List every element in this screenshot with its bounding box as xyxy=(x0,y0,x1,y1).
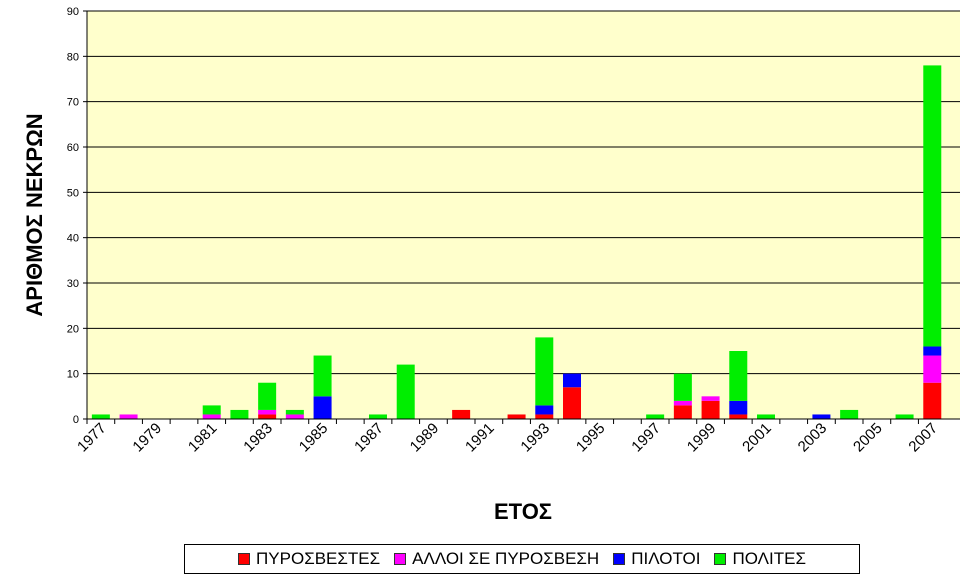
x-tick-label: 2003 xyxy=(795,420,831,456)
bar-segment xyxy=(535,337,554,406)
bar-segment xyxy=(563,387,581,419)
gridlines xyxy=(87,10,960,375)
legend-swatch xyxy=(613,553,626,565)
legend-swatch xyxy=(238,553,251,565)
y-tick-label: 60 xyxy=(67,142,79,154)
legend-swatch xyxy=(394,553,407,565)
y-tick-label: 40 xyxy=(67,233,79,245)
x-tick-label: 1999 xyxy=(684,420,720,456)
bar-segment xyxy=(535,414,554,419)
bar-segment xyxy=(701,400,720,419)
bar-segment xyxy=(840,409,859,419)
y-tick-label: 90 xyxy=(67,6,79,18)
legend-label: ΠΥΡΟΣΒΕΣΤΕΣ xyxy=(256,549,381,568)
x-tick-label: 1985 xyxy=(296,420,332,456)
legend-label: ΑΛΛΟΙ ΣΕ ΠΥΡΟΣΒΕΣΗ xyxy=(412,549,600,568)
bar-segment xyxy=(258,414,277,419)
bar-segment xyxy=(646,414,665,419)
legend-swatch xyxy=(714,553,727,565)
bar-segment xyxy=(91,414,110,419)
bar-segment xyxy=(701,396,720,401)
x-tick-label: 1993 xyxy=(517,420,553,456)
bar-segment xyxy=(230,409,249,419)
x-ticks: 1977 1979 1981 1983 1985 1987 1989 1991 1993 1995… xyxy=(74,419,941,455)
legend-item: ΠΙΛΟΤΟΙ xyxy=(613,549,700,569)
bar-segment xyxy=(313,355,332,397)
bar-segment xyxy=(202,405,221,415)
y-tick-label: 10 xyxy=(67,369,79,381)
bar-segment xyxy=(923,346,942,356)
x-tick-label: 2001 xyxy=(739,420,775,456)
bar-segment xyxy=(895,414,914,419)
x-tick-label: 1983 xyxy=(240,420,276,456)
bar-segment xyxy=(923,382,942,419)
x-tick-label: 1995 xyxy=(573,420,609,456)
bar-segment xyxy=(258,382,277,410)
y-axis-title: ΑΡΙΘΜΟΣ ΝΕΚΡΩΝ xyxy=(22,113,47,316)
y-tick-label: 20 xyxy=(67,323,79,335)
bar-segment xyxy=(923,65,942,347)
bar-segment xyxy=(507,414,526,419)
x-tick-label: 1981 xyxy=(185,420,221,456)
bar-segment xyxy=(285,409,304,415)
bars xyxy=(91,65,942,419)
x-tick-label: 2005 xyxy=(850,420,886,456)
bar-segment xyxy=(673,405,692,419)
bar-segment xyxy=(369,414,387,419)
legend-label: ΠΙΛΟΤΟΙ xyxy=(631,549,701,568)
y-tick-label: 0 xyxy=(73,414,79,426)
x-tick-label: 1987 xyxy=(351,420,387,456)
bar-segment xyxy=(729,351,748,401)
legend: ΠΥΡΟΣΒΕΣΤΕΣ ΑΛΛΟΙ ΣΕ ΠΥΡΟΣΒΕΣΗ ΠΙΛΟΤΟΙ ΠΟΛΙ… xyxy=(184,544,860,574)
plot-area xyxy=(87,11,960,419)
bar-segment xyxy=(673,400,692,406)
x-tick-label: 1997 xyxy=(628,420,664,456)
bar-segment xyxy=(812,414,831,419)
bar-segment xyxy=(673,373,692,401)
bar-segment xyxy=(729,414,748,419)
bar-segment xyxy=(258,409,277,415)
bar-segment xyxy=(452,409,471,419)
x-axis-title: ΕΤΟΣ xyxy=(494,499,552,524)
legend-item: ΠΟΛΙΤΕΣ xyxy=(714,549,806,569)
bar-segment xyxy=(313,396,332,419)
y-tick-label: 80 xyxy=(67,51,79,63)
bar-segment xyxy=(757,414,775,419)
bar-segment xyxy=(119,414,138,419)
x-tick-label: 1989 xyxy=(407,420,443,456)
y-tick-label: 50 xyxy=(67,187,79,199)
bar-segment xyxy=(923,355,942,383)
legend-label: ΠΟΛΙΤΕΣ xyxy=(732,549,806,568)
y-ticks: 0 10 20 30 40 50 60 70 80 90 xyxy=(67,6,87,426)
bar-segment xyxy=(202,414,221,419)
y-tick-label: 70 xyxy=(67,97,79,109)
bar-segment xyxy=(563,373,581,388)
bar-segment xyxy=(535,405,554,415)
bar-segment xyxy=(285,414,304,419)
y-tick-label: 30 xyxy=(67,278,79,290)
legend-item: ΠΥΡΟΣΒΕΣΤΕΣ xyxy=(238,549,380,569)
x-tick-label: 1991 xyxy=(462,420,498,456)
x-tick-label: 1977 xyxy=(74,420,110,456)
bar-segment xyxy=(396,364,415,419)
x-tick-label: 2007 xyxy=(905,420,941,456)
bar-segment xyxy=(729,400,748,415)
x-tick-label: 1979 xyxy=(129,420,165,456)
legend-item: ΑΛΛΟΙ ΣΕ ΠΥΡΟΣΒΕΣΗ xyxy=(394,549,599,569)
